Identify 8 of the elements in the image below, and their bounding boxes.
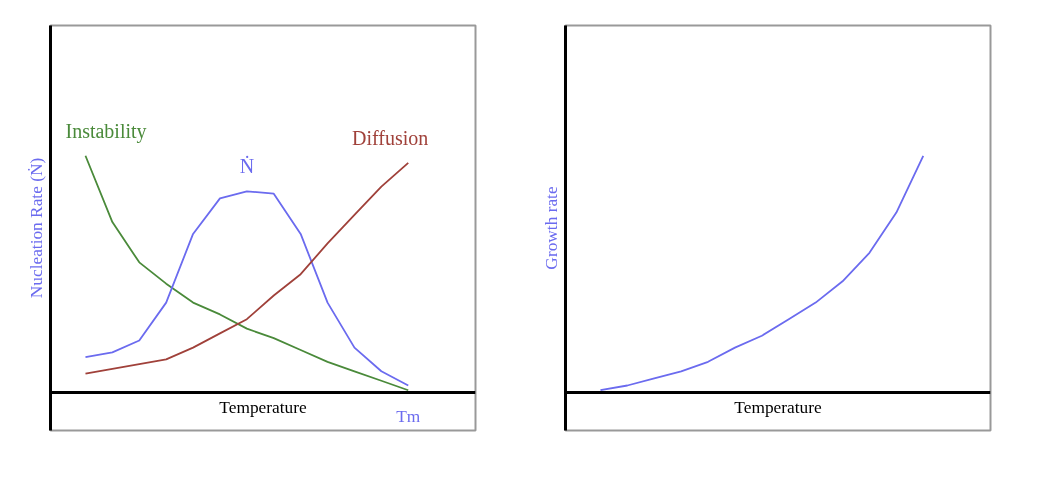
series-label: Instability xyxy=(65,119,147,143)
x-axis-title: Temperature xyxy=(219,397,307,417)
y-axis-title: Growth rate xyxy=(541,186,561,270)
x-axis-title: Temperature xyxy=(734,397,822,417)
series-label: Diffusion xyxy=(351,126,429,149)
text: Tm xyxy=(396,406,421,426)
y-axis-title: Nucleation Rate (Ṅ) xyxy=(26,157,46,299)
series-label: Ṅ xyxy=(239,155,255,178)
